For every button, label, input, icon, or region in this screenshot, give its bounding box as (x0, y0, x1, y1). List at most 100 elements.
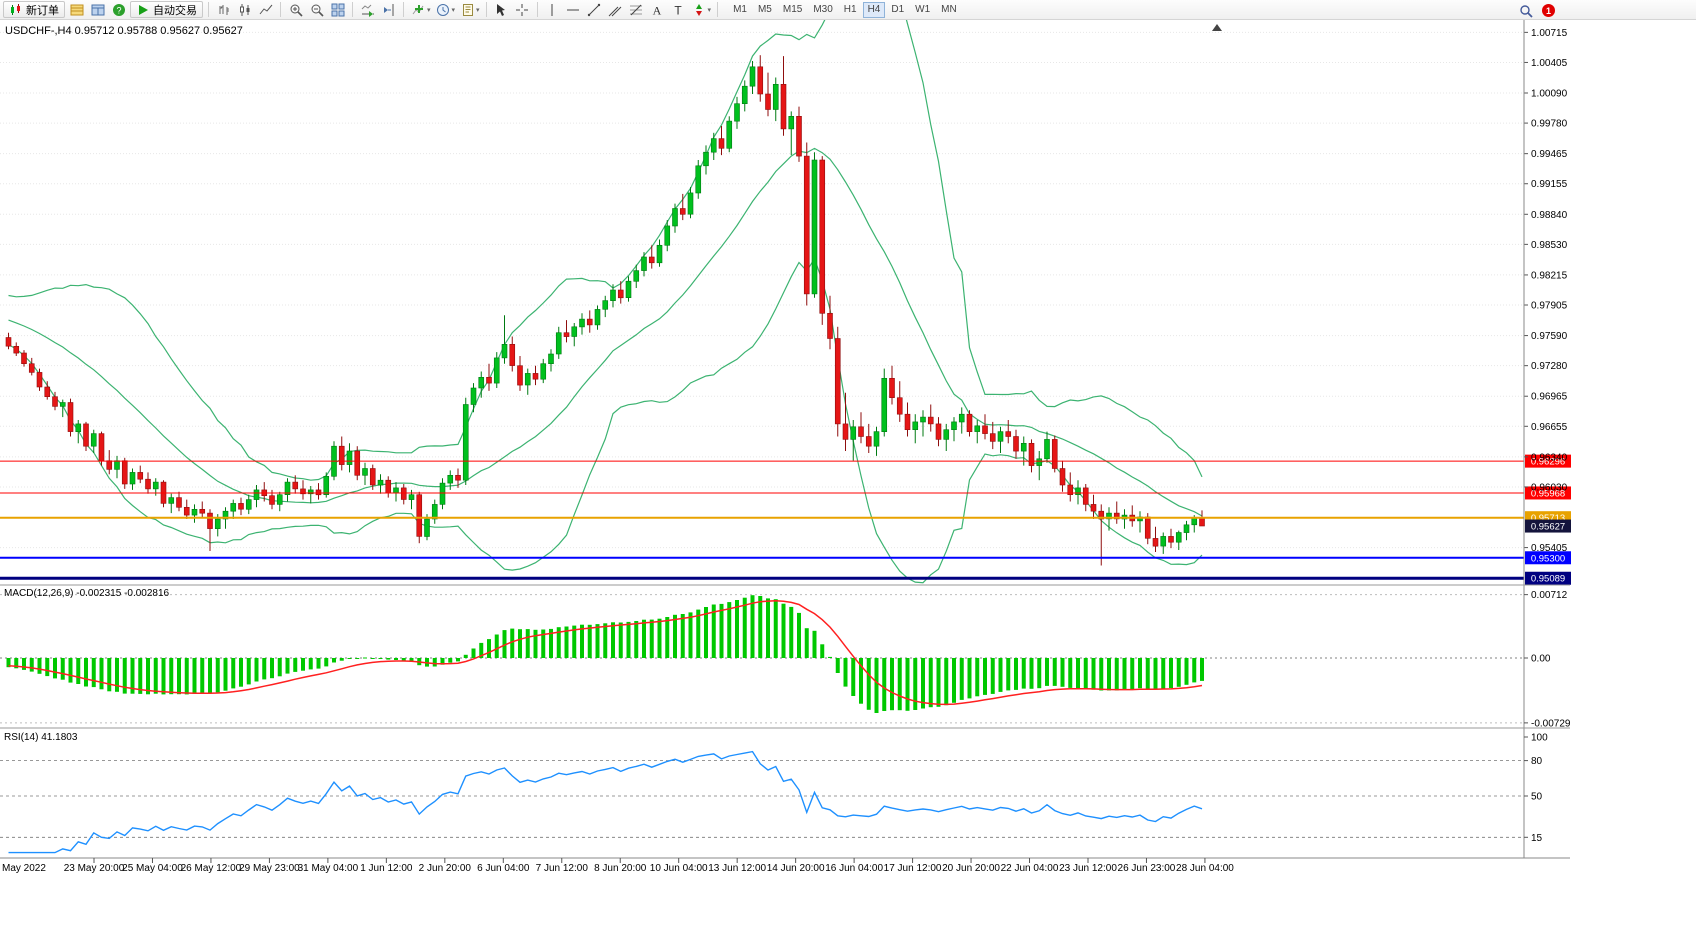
timeframe-button-mn[interactable]: MN (936, 2, 962, 18)
timeframe-button-h1[interactable]: H1 (839, 2, 862, 18)
text-icon[interactable]: A (648, 1, 667, 18)
toolbar: 新订单 ? 自动交易 ▾ ▾ ▾ A T ▾ M1 M5 M15 M30 H1 H4 D1 W… (0, 0, 1696, 20)
zoom-in-icon[interactable] (286, 1, 305, 18)
timeframe-button-m5[interactable]: M5 (753, 2, 777, 18)
price-axis-label: 0.98215 (1531, 270, 1568, 281)
macd-histogram-bar (1021, 658, 1026, 689)
candle-body (478, 376, 485, 389)
candle-body (346, 450, 353, 465)
candle-body (1160, 536, 1167, 547)
macd-histogram-bar (76, 658, 81, 684)
indicators-dropdown-caret[interactable]: ▾ (427, 6, 431, 14)
macd-histogram-bar (394, 658, 398, 660)
toolbar-separator (208, 2, 209, 17)
periods-icon[interactable] (434, 1, 453, 18)
auto-scroll-icon[interactable] (358, 1, 377, 18)
toolbar-separator (485, 2, 487, 17)
price-axis-label: 0.97280 (1531, 361, 1568, 372)
chart-line-icon[interactable] (256, 1, 275, 18)
macd-histogram-bar (1107, 658, 1111, 691)
candle-body (819, 159, 826, 314)
channel-icon[interactable] (606, 1, 625, 18)
timeframe-button-m15[interactable]: M15 (778, 2, 807, 18)
timeframe-button-w1[interactable]: W1 (910, 2, 935, 18)
fibonacci-icon[interactable] (627, 1, 646, 18)
new-order-icon (11, 3, 20, 15)
timeframe-button-h4[interactable]: H4 (862, 1, 886, 18)
chart-candles-icon[interactable] (235, 1, 254, 18)
timeframe-button-m30[interactable]: M30 (808, 2, 837, 18)
notification-badge[interactable]: 1 (1542, 4, 1555, 17)
rsi-axis-label: 100 (1531, 733, 1548, 744)
candle-body (168, 497, 175, 504)
chart-shift-marker[interactable] (1212, 24, 1222, 31)
macd-histogram-bar (820, 644, 825, 658)
candle-body (896, 397, 903, 415)
macd-histogram-bar (471, 648, 476, 658)
indicators-icon[interactable] (409, 1, 428, 18)
market-watch-icon[interactable] (67, 1, 86, 18)
candle-body (137, 472, 144, 480)
search-icon[interactable] (1516, 2, 1535, 19)
arrows-icon[interactable] (690, 1, 709, 18)
time-axis-label: 23 May 20:00 (64, 863, 125, 874)
candle-body (1144, 516, 1151, 539)
macd-histogram-bar (541, 629, 546, 658)
price-tag-label: 0.96296 (1531, 457, 1565, 468)
data-window-icon[interactable] (88, 1, 107, 18)
candle-body (951, 421, 957, 430)
candle-body (36, 372, 43, 388)
vertical-line-icon[interactable] (543, 1, 562, 18)
macd-histogram-bar (719, 603, 724, 658)
candle-body (563, 332, 570, 337)
new-order-button[interactable]: 新订单 (3, 1, 65, 18)
periods-dropdown-caret[interactable]: ▾ (451, 6, 456, 14)
candle-body (1028, 442, 1035, 466)
horizontal-line-icon[interactable] (564, 1, 583, 18)
macd-histogram-bar (53, 658, 57, 679)
time-axis-label: 22 Jun 04:00 (1001, 863, 1059, 874)
macd-histogram-bar (1060, 658, 1065, 687)
templates-dropdown-caret[interactable]: ▾ (476, 6, 480, 14)
macd-histogram-bar (60, 658, 65, 680)
candle-body (873, 431, 880, 447)
candle-body (741, 85, 748, 104)
macd-histogram-bar (138, 658, 143, 694)
macd-histogram-bar (192, 658, 197, 694)
candle-body (772, 84, 779, 110)
macd-histogram-bar (928, 658, 933, 708)
chart-shift-icon[interactable] (379, 1, 398, 18)
templates-icon[interactable] (458, 1, 477, 18)
candle-body (67, 402, 74, 432)
macd-histogram-bar (897, 658, 902, 711)
time-axis-label: 29 May 23:00 (239, 863, 300, 874)
arrows-dropdown-caret[interactable]: ▾ (707, 6, 712, 14)
macd-histogram-bar (603, 623, 608, 658)
macd-histogram-bar (223, 658, 228, 691)
timeframe-button-m1[interactable]: M1 (728, 2, 752, 18)
macd-histogram-bar (1176, 658, 1181, 687)
tile-windows-icon[interactable] (328, 1, 347, 18)
auto-trading-button[interactable]: 自动交易 (130, 1, 203, 18)
chart-bars-icon[interactable] (214, 1, 233, 18)
macd-histogram-bar (1138, 658, 1142, 689)
macd-histogram-bar (913, 658, 918, 710)
help-icon[interactable]: ? (109, 1, 128, 18)
candle-body (59, 402, 66, 407)
candle-body (865, 436, 872, 447)
price-axis-label: 1.00090 (1531, 89, 1568, 100)
candle-body (672, 208, 678, 227)
crosshair-icon[interactable] (513, 1, 532, 18)
timeframe-button-d1[interactable]: D1 (886, 2, 909, 18)
macd-histogram-bar (812, 630, 817, 658)
zoom-out-icon[interactable] (307, 1, 326, 18)
candle-body (579, 318, 585, 328)
trendline-icon[interactable] (585, 1, 604, 18)
macd-histogram-bar (758, 596, 763, 658)
macd-histogram-bar (967, 658, 972, 699)
macd-histogram-bar (1184, 658, 1189, 685)
cursor-icon[interactable] (492, 1, 511, 18)
label-icon[interactable]: T (669, 1, 688, 18)
candle-body (28, 363, 35, 373)
